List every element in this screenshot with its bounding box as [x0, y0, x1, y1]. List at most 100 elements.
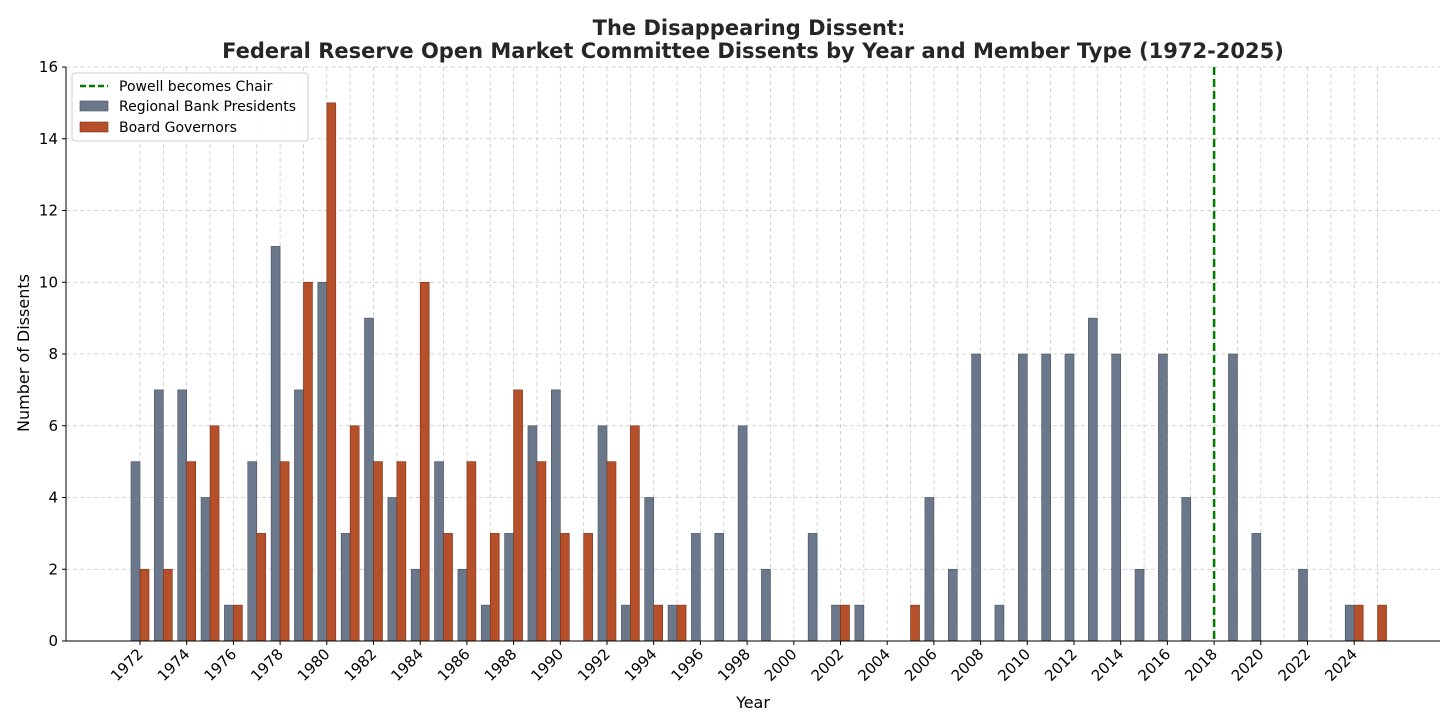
bar-governors	[279, 461, 290, 642]
y-tick-label: 16	[39, 58, 58, 76]
bar-regional	[1181, 497, 1192, 642]
legend-label-powell: Powell becomes Chair	[119, 79, 273, 95]
bar-regional	[1344, 604, 1355, 642]
x-tick-label: 2018	[1181, 645, 1221, 685]
bar-regional	[1251, 533, 1262, 642]
bars	[130, 102, 1387, 642]
y-tick-label: 8	[48, 345, 58, 363]
bar-governors	[326, 102, 337, 642]
x-tick-label: 1984	[387, 645, 427, 685]
x-tick-label: 1980	[294, 645, 334, 685]
bar-governors	[1353, 604, 1364, 642]
bar-regional	[1298, 568, 1308, 642]
bar-governors	[233, 604, 243, 642]
bar-regional	[364, 317, 374, 642]
bar-governors	[840, 604, 850, 642]
bar-regional	[294, 389, 304, 642]
bar-regional	[270, 246, 281, 642]
bar-regional	[1228, 353, 1238, 642]
x-tick-label: 1988	[481, 645, 521, 685]
bar-regional	[737, 425, 748, 642]
bar-regional	[621, 604, 631, 642]
bar-regional	[457, 568, 468, 642]
bar-governors	[489, 533, 500, 642]
bar-regional	[527, 425, 538, 642]
legend-label-governors: Board Governors	[119, 120, 237, 136]
x-tick-label: 1978	[247, 645, 287, 685]
x-tick-label: 1998	[714, 645, 754, 685]
bar-regional	[597, 425, 608, 642]
x-tick-label: 2022	[1275, 645, 1315, 685]
legend-swatch-governors	[79, 121, 109, 133]
bar-regional	[761, 568, 771, 642]
bar-governors	[209, 425, 220, 642]
bar-governors	[559, 533, 570, 642]
bar-governors	[303, 281, 313, 642]
bar-regional	[200, 497, 211, 642]
x-tick-label: 2000	[761, 645, 801, 685]
legend-swatch-regional	[79, 100, 109, 112]
bar-regional	[340, 533, 351, 642]
bar-governors	[373, 461, 383, 642]
bar-governors	[630, 425, 640, 642]
bar-regional	[154, 389, 164, 642]
bar-regional	[644, 497, 655, 642]
bar-governors	[256, 533, 267, 642]
bar-regional	[1134, 568, 1145, 642]
x-tick-label: 1990	[527, 645, 567, 685]
bar-governors	[653, 604, 664, 642]
bar-regional	[550, 389, 561, 642]
y-axis-label: Number of Dissents	[14, 274, 33, 432]
x-tick-label: 2008	[948, 645, 988, 685]
y-tick-label: 12	[39, 202, 58, 220]
bar-regional	[387, 497, 398, 642]
y-tick-label: 14	[39, 130, 58, 148]
chart-title: The Disappearing Dissent:	[593, 16, 906, 40]
x-tick-label: 2004	[854, 645, 894, 685]
bar-regional	[1041, 353, 1051, 642]
x-tick-label: 2006	[901, 645, 941, 685]
x-tick-label: 2024	[1321, 645, 1361, 685]
bar-regional	[177, 389, 187, 642]
bar-governors	[466, 461, 477, 642]
x-tick-label: 1974	[154, 645, 194, 685]
bar-governors	[606, 461, 617, 642]
legend-frame	[71, 72, 309, 142]
bar-governors	[1377, 604, 1387, 642]
chart-subtitle: Federal Reserve Open Market Committee Di…	[222, 39, 1284, 63]
x-tick-label: 1996	[667, 645, 707, 685]
bar-regional	[1017, 353, 1028, 642]
x-tick-label: 2010	[994, 645, 1034, 685]
bar-governors	[163, 568, 173, 642]
y-tick-label: 0	[48, 632, 58, 650]
bar-governors	[536, 461, 547, 642]
bar-governors	[910, 604, 920, 642]
y-tick-label: 6	[48, 417, 58, 435]
x-axis-label: Year	[735, 693, 770, 712]
bar-regional	[947, 568, 958, 642]
bar-governors	[139, 568, 150, 642]
bar-regional	[807, 533, 818, 642]
bar-regional	[480, 604, 491, 642]
bar-regional	[971, 353, 981, 642]
y-tick-label: 2	[48, 560, 58, 578]
bar-governors	[676, 604, 687, 642]
x-tick-label: 2014	[1088, 645, 1128, 685]
bar-regional	[854, 604, 865, 642]
bar-governors	[583, 533, 593, 642]
bar-governors	[443, 533, 453, 642]
bar-regional	[1111, 353, 1121, 642]
x-tick-label: 1972	[107, 645, 147, 685]
x-tick-label: 2016	[1134, 645, 1174, 685]
bar-regional	[714, 533, 725, 642]
bar-regional	[667, 604, 678, 642]
x-tick-label: 1992	[574, 645, 614, 685]
bar-regional	[831, 604, 841, 642]
bar-regional	[130, 461, 141, 642]
bar-regional	[1088, 317, 1098, 642]
bar-regional	[224, 604, 234, 642]
legend-label-regional: Regional Bank Presidents	[119, 99, 296, 115]
bar-regional	[924, 497, 935, 642]
legend: Powell becomes Chair Regional Bank Presi…	[71, 72, 309, 142]
bar-governors	[186, 461, 196, 642]
